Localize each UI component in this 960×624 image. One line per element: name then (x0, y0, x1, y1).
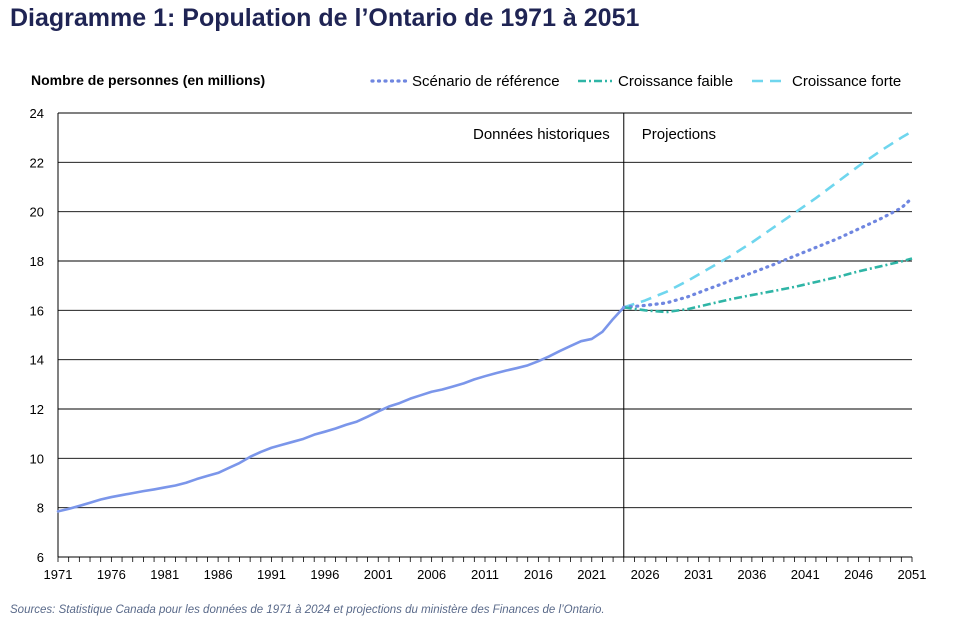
legend-item: Croissance forte (752, 73, 901, 90)
series-line-scenario-de-reference (622, 196, 914, 309)
x-tick-label: 2026 (631, 567, 660, 582)
x-tick-label: 2006 (417, 567, 446, 582)
x-tick-label: 2016 (524, 567, 553, 582)
y-tick-label: 16 (30, 303, 44, 318)
x-tick-label: 1996 (310, 567, 339, 582)
x-tick-label: 2021 (577, 567, 606, 582)
y-tick-label: 6 (37, 550, 44, 565)
y-tick-label: 14 (30, 353, 44, 368)
x-tick-label: 1976 (97, 567, 126, 582)
x-tick-label: 1971 (44, 567, 73, 582)
legend-item: Scénario de référence (370, 73, 560, 90)
annotation-historical: Données historiques (473, 126, 610, 143)
y-tick-label: 12 (30, 402, 44, 417)
legend-label: Croissance faible (618, 73, 733, 90)
y-tick-label: 10 (30, 451, 44, 466)
x-tick-label: 2036 (737, 567, 766, 582)
y-axis-title: Nombre de personnes (en millions) (31, 72, 265, 88)
series-line-historique (56, 306, 626, 513)
y-tick-label: 18 (30, 254, 44, 269)
legend-item: Croissance faible (578, 73, 733, 90)
x-tick-label: 2011 (471, 567, 499, 582)
x-tick-label: 1986 (204, 567, 233, 582)
legend-label: Croissance forte (792, 73, 901, 90)
y-tick-label: 8 (37, 501, 44, 516)
annotation-projections: Projections (642, 126, 716, 143)
y-tick-label: 20 (30, 205, 44, 220)
x-tick-label: 2001 (364, 567, 393, 582)
legend-label: Scénario de référence (412, 73, 560, 90)
x-tick-label: 2031 (684, 567, 713, 582)
x-tick-label: 2051 (898, 567, 927, 582)
x-tick-label: 1991 (257, 567, 286, 582)
x-tick-label: 2041 (791, 567, 820, 582)
series-line-croissance-forte (623, 130, 913, 309)
series-line-croissance-faible (623, 257, 913, 314)
chart-source: Sources: Statistique Canada pour les don… (10, 604, 605, 616)
y-tick-label: 24 (30, 106, 44, 121)
x-tick-label: 1981 (150, 567, 179, 582)
y-tick-label: 22 (30, 155, 44, 170)
x-tick-label: 2046 (844, 567, 873, 582)
chart-title: Diagramme 1: Population de l’Ontario de … (10, 4, 640, 32)
